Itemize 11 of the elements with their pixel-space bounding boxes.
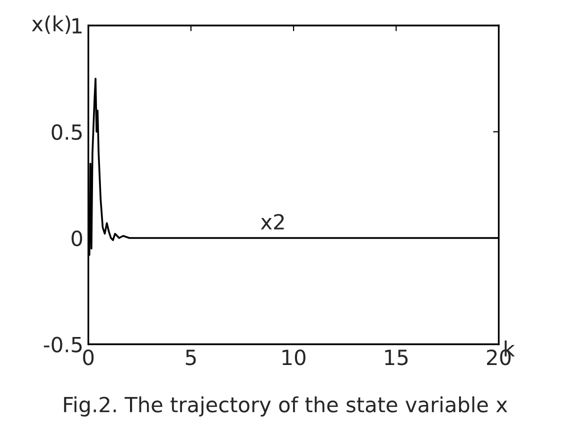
y-tick-label: 0 <box>72 230 82 246</box>
annotation: x2 <box>260 214 284 230</box>
y-tick-label: 1 <box>72 18 82 34</box>
y-tick-label: 0.5 <box>52 124 82 140</box>
x-tick-label: 0 <box>83 349 94 366</box>
x-tick-label: 10 <box>282 349 306 366</box>
y-tick-label: -0.5 <box>44 336 82 352</box>
x-tick-label: 5 <box>186 350 196 366</box>
caption: Fig.2. The trajectory of the state variable x <box>64 396 508 416</box>
y-axis-title: x(k) <box>32 15 70 34</box>
x-tick-label: 15 <box>385 350 408 366</box>
